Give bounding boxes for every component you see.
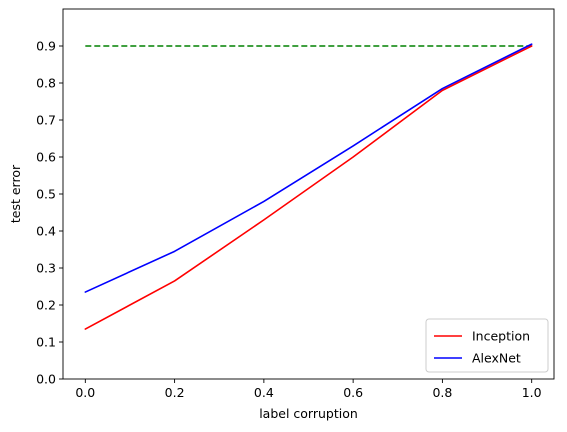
y-tick-label: 0.5 [36,187,56,202]
x-tick-label: 0.4 [254,385,274,400]
y-tick-label: 0.8 [36,76,56,91]
x-axis-label: label corruption [259,406,358,421]
legend: Inception AlexNet [426,319,548,372]
y-tick-label: 0.9 [36,39,56,54]
x-tick-label: 0.2 [165,385,185,400]
y-tick-label: 0.1 [36,335,56,350]
x-tick-label: 0.8 [432,385,452,400]
x-tick-label: 0.0 [75,385,95,400]
x-tick-label: 0.6 [343,385,363,400]
y-tick-label: 0.7 [36,113,56,128]
legend-label-inception: Inception [472,329,530,344]
y-tick-label: 0.4 [36,224,56,239]
legend-label-alexnet: AlexNet [472,351,521,366]
y-tick-label: 0.0 [36,372,56,387]
y-tick-label: 0.3 [36,261,56,276]
y-axis-label: test error [8,164,23,223]
x-tick-label: 1.0 [522,385,542,400]
y-tick-label: 0.6 [36,150,56,165]
y-tick-label: 0.2 [36,298,56,313]
